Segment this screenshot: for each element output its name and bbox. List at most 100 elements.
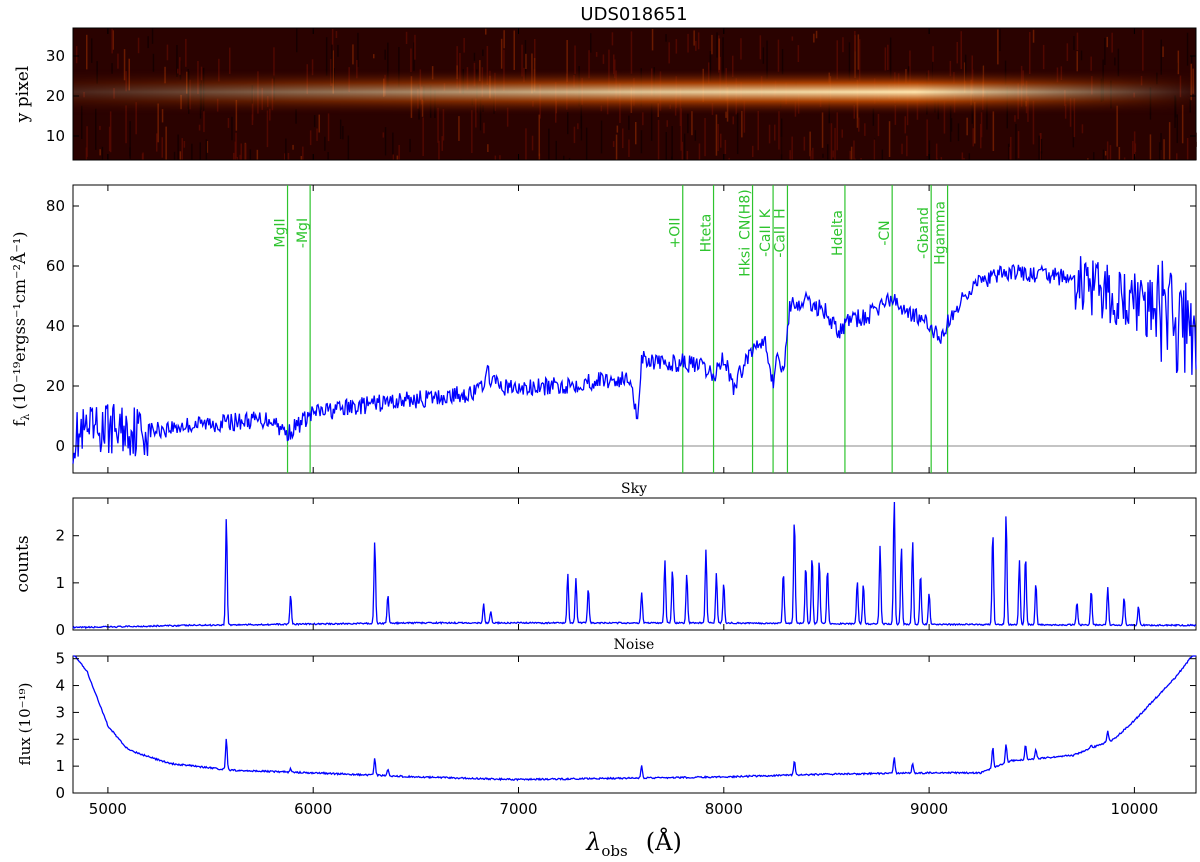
panel-2d-ytick-label: 10: [46, 127, 65, 145]
noise-streak: [762, 47, 765, 64]
noise-streak: [949, 60, 952, 77]
noise-streak: [1076, 32, 1079, 51]
noise-streak: [884, 47, 887, 71]
noise-streak: [881, 149, 884, 160]
noise-streak: [887, 44, 889, 70]
noise-streak: [797, 45, 800, 62]
noise-streak: [1029, 32, 1031, 74]
noise-streak: [612, 141, 615, 147]
noise-streak: [602, 54, 605, 64]
noise-streak: [821, 112, 824, 148]
noise-streak: [963, 157, 965, 160]
noise-streak: [166, 44, 169, 61]
panel-2d-frame: [72, 27, 1197, 161]
noise-streak: [1087, 158, 1089, 160]
noise-streak: [980, 112, 983, 138]
noise-streak: [99, 149, 101, 156]
noise-streak: [331, 29, 334, 50]
noise-streak: [1073, 98, 1076, 138]
noise-streak: [525, 128, 527, 160]
noise-streak: [295, 109, 297, 124]
noise-streak: [759, 35, 762, 60]
noise-streak: [616, 125, 619, 133]
noise-streak: [129, 121, 131, 159]
noise-streak: [974, 101, 976, 144]
noise-streak: [1038, 135, 1040, 160]
panel-spectrum-series: [72, 256, 1197, 464]
noise-streak: [960, 31, 962, 70]
noise-streak: [718, 38, 720, 70]
panel-2d-ytick-label: 20: [46, 87, 65, 105]
noise-streak: [273, 47, 275, 76]
panel-sky-title: Sky: [621, 481, 647, 497]
noise-streak: [732, 55, 734, 77]
noise-streak: [957, 123, 960, 142]
panel-spectrum-frame: [72, 184, 1197, 474]
noise-streak: [704, 118, 706, 157]
noise-streak: [1168, 122, 1171, 160]
noise-streak: [235, 99, 238, 131]
noise-streak: [311, 59, 314, 76]
noise-streak: [687, 33, 689, 53]
noise-streak: [950, 118, 953, 132]
noise-streak: [331, 44, 333, 84]
noise-streak: [191, 143, 193, 160]
noise-streak: [566, 40, 568, 82]
noise-streak: [873, 139, 876, 160]
noise-streak: [142, 152, 144, 160]
noise-streak: [347, 135, 350, 160]
noise-streak: [506, 107, 509, 127]
noise-streak: [722, 37, 724, 80]
noise-streak: [949, 105, 952, 142]
noise-streak: [441, 136, 443, 151]
spectral-line-label: -Gband: [916, 207, 932, 259]
noise-streak: [640, 130, 643, 154]
noise-streak: [405, 31, 408, 44]
noise-streak: [117, 53, 119, 69]
noise-streak: [622, 128, 624, 149]
noise-streak: [964, 54, 967, 81]
noise-streak: [716, 32, 718, 58]
noise-streak: [234, 141, 237, 160]
panel-noise: Noise 0 1 2 3 4 5 flux (10⁻¹⁹): [16, 637, 1197, 802]
noise-streak: [1142, 29, 1144, 71]
noise-streak: [573, 126, 576, 144]
noise-streak: [198, 124, 201, 131]
noise-streak: [292, 144, 294, 150]
noise-streak: [812, 147, 814, 160]
noise-streak: [657, 119, 660, 160]
noise-streak: [1176, 153, 1178, 160]
noise-streak: [1072, 110, 1075, 148]
noise-streak: [1015, 123, 1017, 160]
x-tick-label: 6000: [294, 800, 332, 818]
noise-streak: [1104, 37, 1106, 65]
noise-streak: [503, 30, 505, 49]
noise-streak: [611, 32, 614, 46]
noise-streak: [485, 28, 487, 35]
noise-streak: [487, 144, 489, 152]
noise-streak: [834, 127, 836, 160]
noise-streak: [1114, 57, 1116, 66]
noise-streak: [86, 126, 88, 157]
noise-streak: [999, 28, 1001, 52]
noise-streak: [810, 150, 812, 160]
noise-streak: [997, 29, 999, 65]
noise-streak: [1032, 29, 1035, 43]
noise-streak: [1149, 134, 1152, 160]
noise-streak: [227, 118, 230, 128]
x-axis-label: λobs (Å): [585, 827, 682, 860]
noise-streak: [1160, 133, 1162, 150]
noise-streak: [1118, 147, 1121, 160]
noise-streak: [854, 158, 856, 160]
noise-streak: [442, 109, 445, 141]
noise-streak: [229, 47, 231, 74]
noise-streak: [889, 37, 892, 79]
noise-streak: [791, 36, 794, 41]
noise-streak: [864, 123, 866, 136]
noise-streak: [239, 154, 241, 160]
chart-title: UDS018651: [580, 4, 687, 25]
noise-streak: [1186, 32, 1189, 66]
noise-streak: [1163, 139, 1165, 160]
xlabel-unit: (Å): [646, 827, 682, 856]
